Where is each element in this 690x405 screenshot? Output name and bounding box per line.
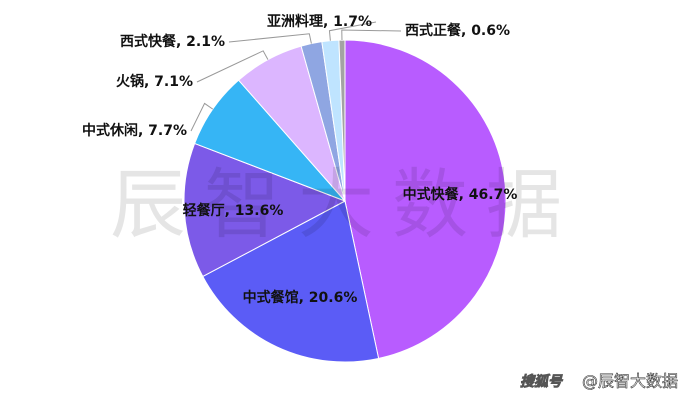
slice <box>202 200 380 363</box>
footer-logo: 搜狐号 <box>520 373 563 390</box>
pie <box>183 39 507 363</box>
slice <box>338 39 346 202</box>
leader-line <box>196 50 269 83</box>
footer: @辰智大数据 <box>582 372 678 391</box>
data-label: 中式休闲, 7.7% <box>82 122 187 139</box>
leader-line <box>228 33 312 44</box>
leader-line <box>341 29 402 41</box>
leader-line <box>190 102 214 132</box>
data-label: 轻餐厅, 13.6% <box>183 202 284 219</box>
data-label: 西式正餐, 0.6% <box>405 22 510 39</box>
data-label: 中式快餐, 46.7% <box>403 186 518 203</box>
slice <box>183 142 347 278</box>
data-label: 西式快餐, 2.1% <box>120 33 225 50</box>
data-label: 火锅, 7.1% <box>116 74 193 90</box>
data-label: 亚洲料理, 1.7% <box>267 13 372 30</box>
slice <box>344 39 507 360</box>
leader-line <box>328 21 377 41</box>
watermark: 辰智大数据 <box>110 160 580 249</box>
data-label: 中式餐馆, 20.6% <box>243 289 358 306</box>
